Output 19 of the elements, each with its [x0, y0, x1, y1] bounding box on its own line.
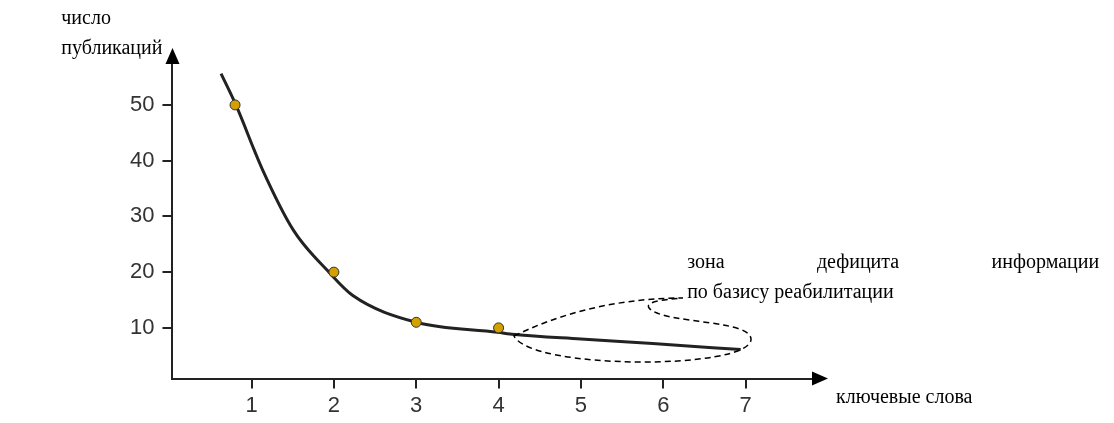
x-tick-label: 3: [410, 391, 423, 417]
y-tick-label: 40: [129, 146, 155, 172]
x-tick-label: 2: [327, 391, 341, 417]
x-axis-title: ключевые слова: [836, 384, 973, 408]
y-tick-label: 10: [129, 313, 155, 339]
point: [493, 322, 505, 334]
y-axis-title: число публикаций: [61, 5, 163, 61]
x-tick-label: 6: [657, 391, 670, 417]
point: [229, 99, 241, 111]
y-tick-label: 20: [129, 258, 155, 284]
annotation: зона дефицита информации по базису реабилитации: [687, 248, 1100, 305]
point: [328, 266, 340, 278]
x-tick-label: 4: [492, 391, 505, 417]
x-tick-label: 1: [245, 391, 258, 417]
point: [410, 316, 422, 328]
x-tick-label: 7: [739, 391, 752, 417]
y-tick-label: 30: [129, 202, 155, 228]
y-tick-label: 50: [129, 90, 155, 116]
x-tick-label: 5: [574, 391, 588, 417]
